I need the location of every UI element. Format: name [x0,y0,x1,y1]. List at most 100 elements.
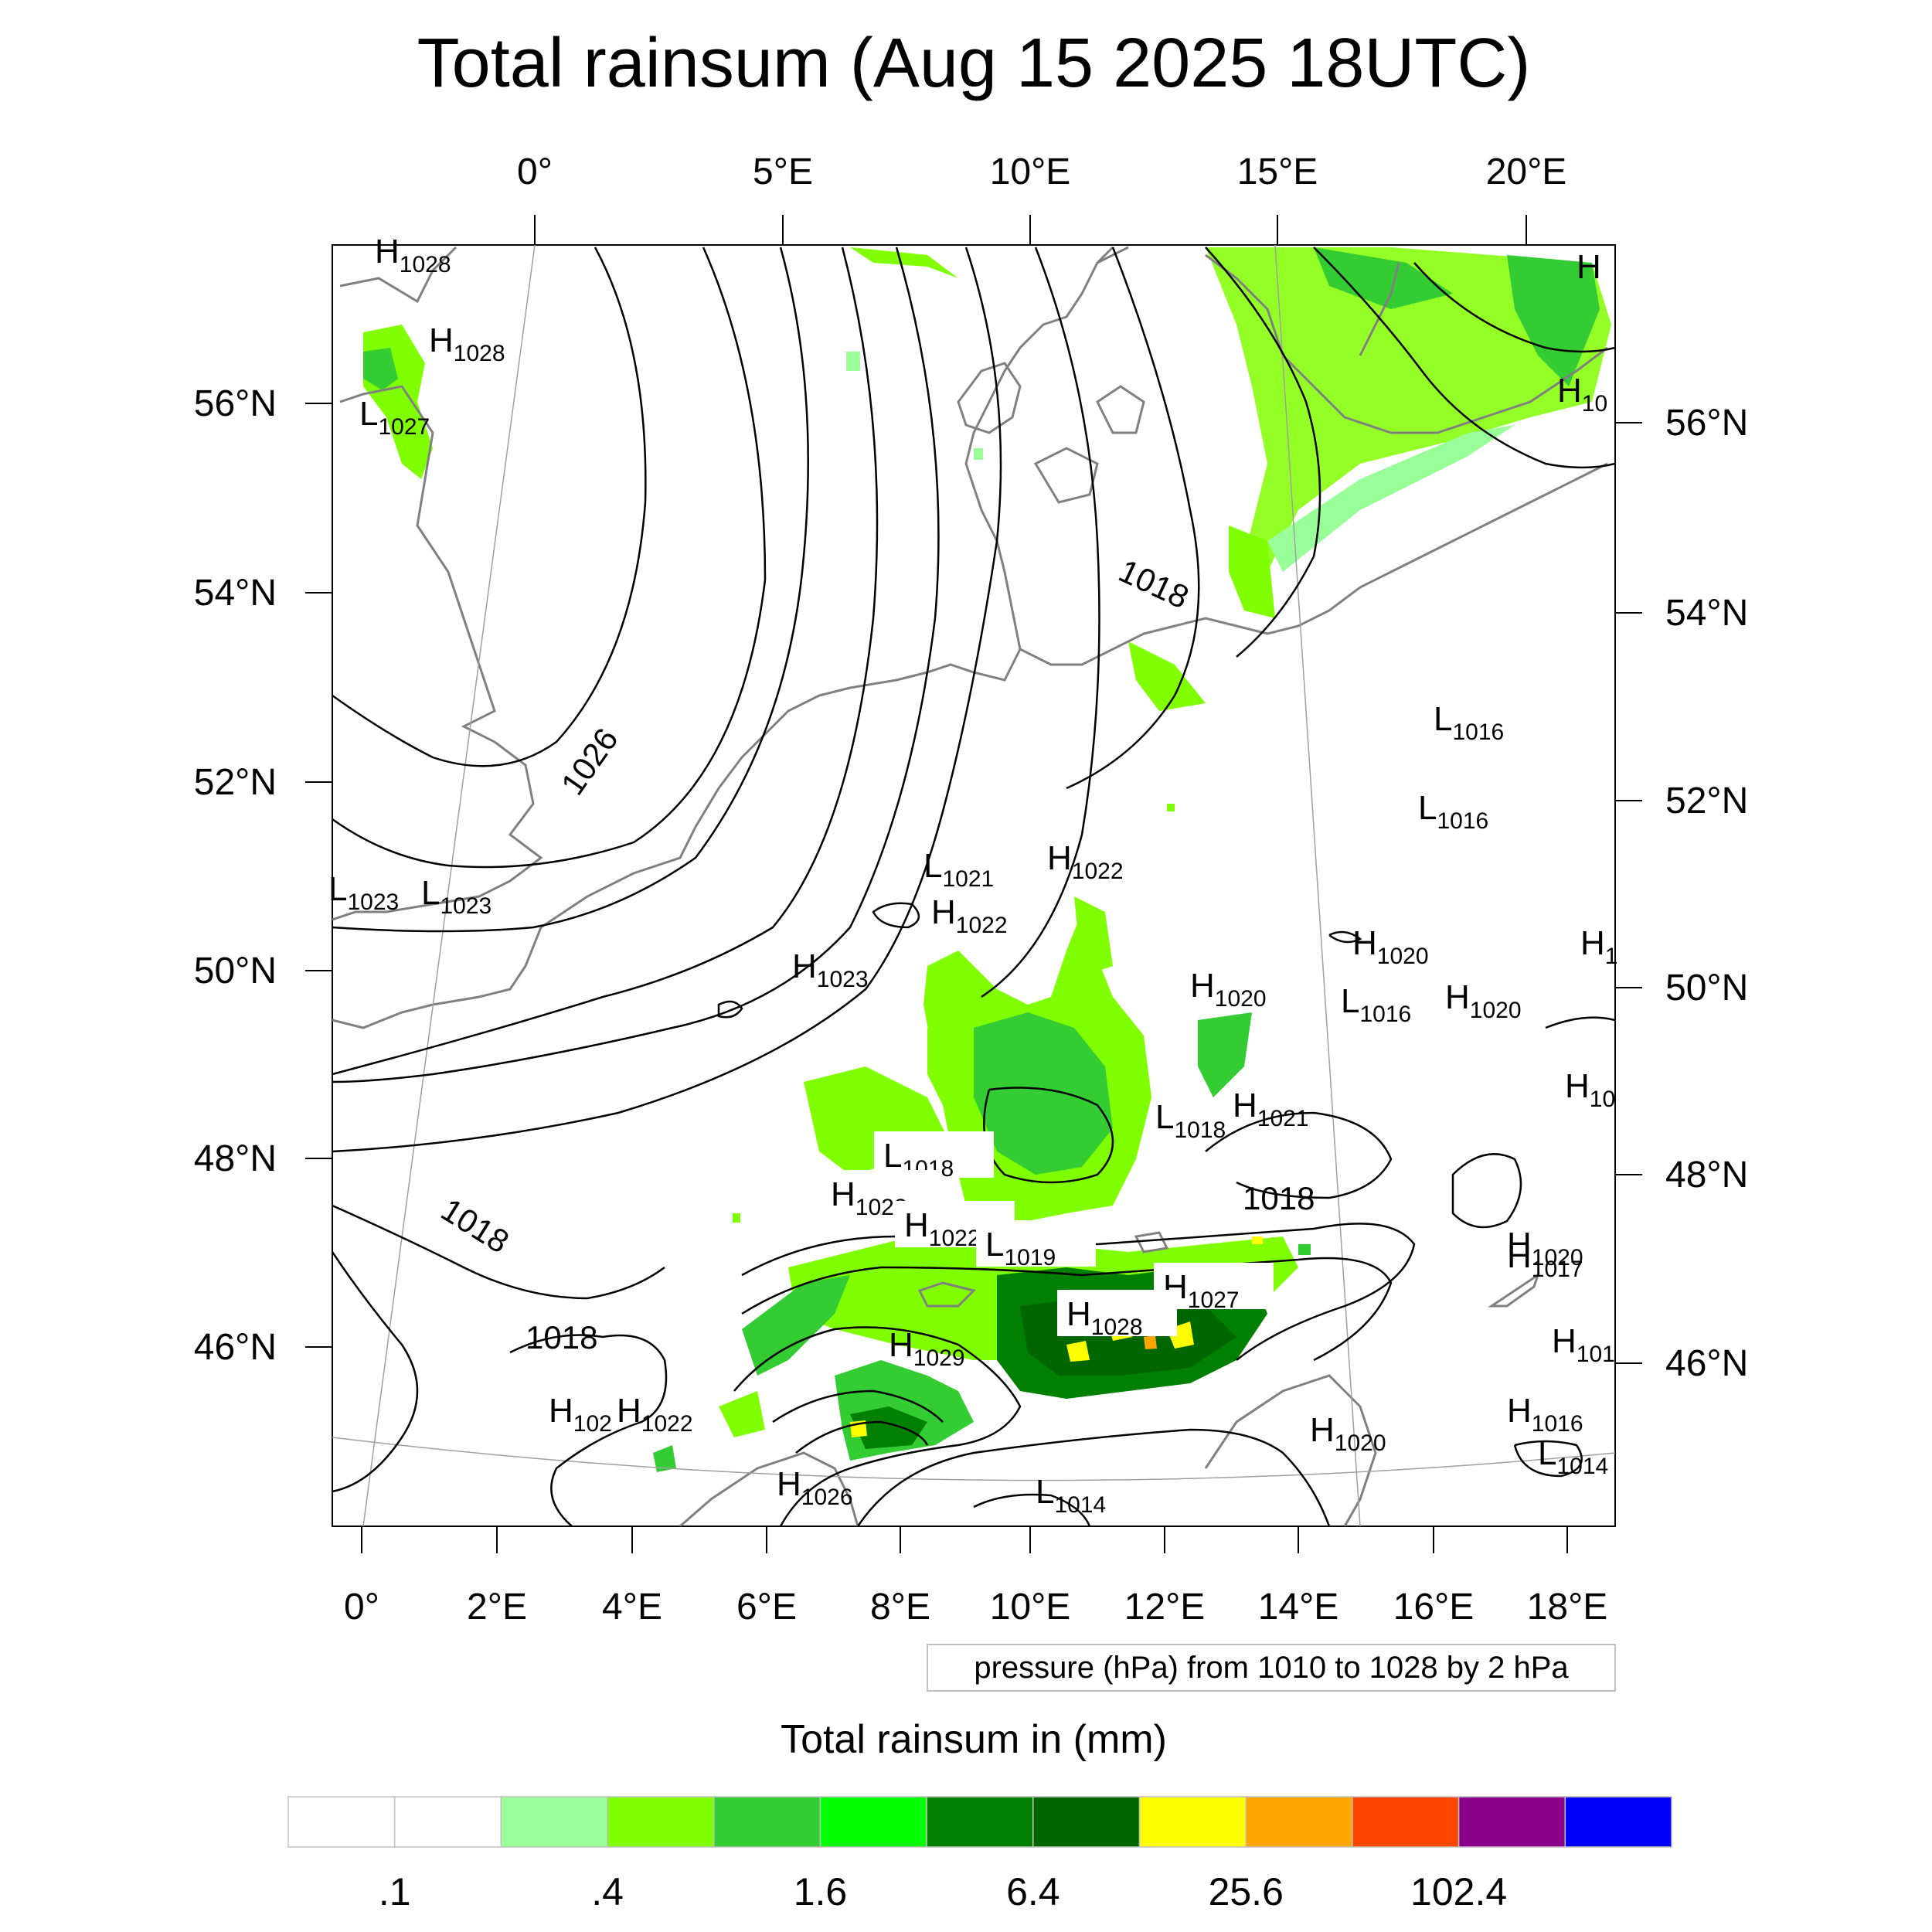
pressure-center-value: 1 [1605,944,1618,969]
low-pressure-center: L1018 [1155,1098,1226,1143]
bottom-lon-label: 6°E [736,1587,797,1628]
rain-area-rugen [1229,526,1275,618]
pressure-center-letter: L [1538,1434,1556,1472]
bottom-longitude-labels: 0° 2°E 4°E 6°E 8°E 10°E 12°E 14°E 16°E 1… [344,1587,1607,1628]
pressure-center-value: 1019 [1004,1245,1056,1270]
right-lat-label: 56°N [1665,403,1748,444]
pressure-center-label: H1028 [429,321,505,366]
high-pressure-center: H1020 [1507,1226,1583,1270]
pressure-center-letter: H [1557,372,1582,410]
colorbar: .1 .4 1.6 6.4 25.6 102.4 [287,1796,1672,1913]
pressure-center-label: L1027 [359,395,430,440]
isobar [733,1326,1022,1526]
isobar [973,1493,1091,1526]
pressure-center-value: 1022 [641,1411,693,1437]
colorbar-swatch [1138,1796,1247,1848]
low-pressure-center: L1016 [1434,700,1504,745]
colorbar-label: .4 [591,1870,624,1913]
bottom-lon-label: 18°E [1527,1587,1608,1628]
left-lat-label: 48°N [194,1138,277,1179]
high-pressure-center: H10 [1565,1067,1615,1112]
rain-area-scandinavia [850,247,958,278]
pressure-center-letter: H [1352,924,1377,962]
pressure-center-label: H1028 [375,233,451,277]
pressure-center-letter: L [1434,700,1452,738]
high-pressure-center: H1 [1580,924,1617,969]
pressure-center-label: L1023 [421,874,492,919]
pressure-center-value: 1028 [454,341,505,366]
pressure-center-value: 1027 [1188,1287,1240,1313]
high-pressure-center: H1020 [1190,967,1267,1012]
pressure-center-letter: L [359,395,378,433]
pressure-center-value: 1021 [942,866,994,892]
bottom-lon-label: 8°E [870,1587,930,1628]
pressure-label-background [976,1220,1096,1267]
isobar [332,247,647,767]
colorbar-swatch [500,1796,608,1848]
left-lat-label: 56°N [194,383,277,424]
rain-area-poland-west [1128,641,1206,711]
top-lon-label: 0° [517,151,553,192]
pressure-center-value: 1018 [1174,1117,1226,1143]
pressure-center-letter: L [1341,982,1359,1020]
pressure-center-letter: L [1036,1473,1054,1511]
pressure-center-label: H1021 [1233,1087,1309,1131]
high-pressure-center: H1023 [792,947,869,992]
top-lon-label: 5°E [753,151,813,192]
pressure-center-letter: L [328,870,347,908]
colorbar-swatch [1032,1796,1141,1848]
rain-area-massif-central [653,1445,676,1472]
colorbar-label: 25.6 [1209,1870,1284,1913]
colorbar-swatch [926,1796,1034,1848]
left-lat-label: 52°N [194,762,277,803]
pressure-center-value: 1023 [817,967,869,992]
pressure-center-value: 1014 [1556,1454,1608,1479]
right-lat-label: 46°N [1665,1343,1748,1384]
pressure-center-value: 1023 [440,893,492,919]
isobar [981,247,1100,998]
pressure-center-value: 1028 [400,252,451,277]
pressure-center-letter: H [1066,1295,1091,1333]
contour-note: pressure (hPa) from 1010 to 1028 by 2 hP… [974,1651,1569,1685]
rain-speck [846,352,860,371]
pressure-center-letter: L [923,847,942,885]
pressure-center-label: L1019 [985,1226,1056,1270]
colorbar-swatch [287,1796,396,1848]
low-pressure-center: L1014 [1036,1473,1106,1518]
pressure-center-value: 1016 [1359,1002,1411,1027]
isobar [772,1389,944,1423]
rain-area-sweden [1206,247,1611,587]
pressure-center-label: H1016 [1507,1392,1583,1437]
coastlines [332,246,1608,1526]
pressure-center-label: H [1577,248,1601,286]
pressure-center-label: H1 [1580,924,1617,969]
pressure-center-value: 10 [1590,1087,1615,1112]
colorbar-label: .1 [379,1870,411,1913]
low-pressure-center: L1016 [1341,982,1411,1027]
high-pressure-center: H1028 [429,321,505,366]
rain-speck [733,1213,740,1223]
pressure-center-value: 1022 [929,1226,981,1251]
rain-area-hessen [1074,896,1113,974]
high-pressure-center: H1022 [931,893,1008,938]
pressure-center-label: L1014 [1538,1434,1608,1479]
pressure-center-label: H1020 [1352,924,1429,969]
pressure-center-letter: H [831,1175,855,1213]
pressure-center-label: L1023 [328,870,399,915]
isobar [332,247,767,869]
rain-area-alps-yellow3 [1066,1341,1090,1362]
pressure-center-label: H1020 [1310,1411,1386,1456]
pressure-center-label: L1014 [1036,1473,1106,1518]
colorbar-swatch [1245,1796,1353,1848]
bottom-lon-label: 10°E [990,1587,1071,1628]
high-pressure-center: H1020 [1445,978,1522,1023]
high-pressure-center: H102 [549,1392,612,1437]
rain-speck [1167,804,1175,811]
pressure-center-letter: L [883,1137,902,1175]
rain-speck [1252,1236,1263,1244]
top-lon-label: 20°E [1486,151,1567,192]
pressure-center-label: H1022 [904,1206,981,1251]
isobar-label: 1018 [526,1319,597,1355]
isobar [1328,930,1362,944]
left-lat-label: 50°N [194,951,277,992]
